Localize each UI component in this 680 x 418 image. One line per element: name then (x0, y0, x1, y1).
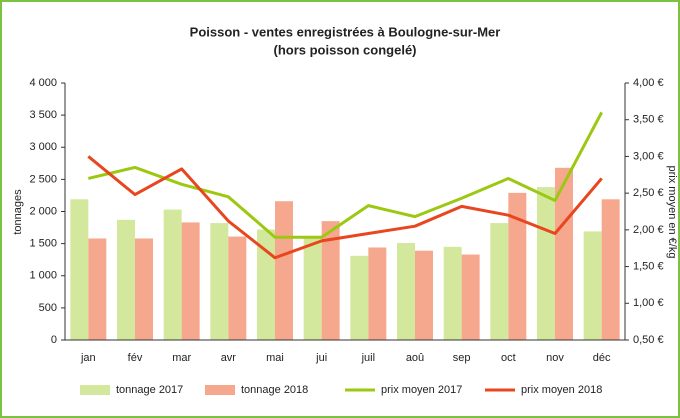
bar (181, 222, 200, 340)
x-tick-label: nov (546, 352, 564, 364)
bar (508, 192, 527, 340)
bar (415, 250, 433, 340)
bar (397, 242, 415, 340)
x-tick-label: sep (453, 352, 471, 364)
y-tick-label: 2 500 (29, 173, 57, 185)
bar (88, 238, 107, 340)
bar (163, 209, 182, 340)
chart-subtitle: (hors poisson congelé) (273, 42, 416, 57)
bar (303, 237, 322, 340)
bar (368, 247, 387, 340)
line (87, 111, 603, 239)
legend-label: prix moyen 2018 (521, 384, 602, 396)
bar (555, 167, 573, 340)
y-tick-label: 500 (39, 302, 57, 314)
legend-label: tonnage 2018 (241, 384, 308, 396)
y-tick-label: 2 000 (29, 205, 57, 217)
y-tick-label: 1 000 (29, 270, 57, 282)
line (87, 155, 603, 260)
y2-tick-label: 0,50 € (633, 334, 664, 346)
x-tick-label: aoû (406, 352, 424, 364)
x-tick-label: oct (501, 352, 516, 364)
x-tick-label: avr (221, 352, 237, 364)
bar (321, 221, 340, 340)
x-tick-label: mai (266, 352, 284, 364)
bar (583, 231, 602, 340)
y2-tick-label: 1,50 € (633, 260, 664, 272)
chart-title: Poisson - ventes enregistrées à Boulogne… (190, 24, 501, 39)
y2-tick-label: 1,00 € (633, 297, 664, 309)
bar (210, 223, 229, 340)
y2-tick-label: 2,50 € (633, 187, 664, 199)
bar (117, 219, 135, 340)
y-tick-label: 1 500 (29, 238, 57, 250)
y-tick-label: 0 (51, 334, 57, 346)
y-axis-label: tonnages (12, 189, 24, 235)
bar (275, 201, 293, 340)
x-tick-label: fév (128, 352, 143, 364)
x-tick-label: jan (80, 352, 96, 364)
x-tick-label: juil (361, 352, 375, 364)
bar (490, 223, 509, 340)
bar (461, 254, 480, 340)
bar (135, 238, 153, 340)
y2-tick-label: 3,50 € (633, 114, 664, 126)
x-tick-label: déc (593, 352, 611, 364)
legend-swatch (80, 385, 110, 395)
legend-label: prix moyen 2017 (381, 384, 462, 396)
legend-swatch (205, 385, 235, 395)
y2-axis-label: prix moyen en €/kg (666, 166, 678, 259)
bar (443, 246, 462, 340)
bar (601, 199, 620, 340)
y2-tick-label: 4,00 € (633, 77, 664, 89)
x-tick-label: mar (172, 352, 191, 364)
y-tick-label: 3 500 (29, 109, 57, 121)
y2-tick-label: 2,00 € (633, 224, 664, 236)
x-tick-label: jui (315, 352, 327, 364)
y-tick-label: 3 000 (29, 141, 57, 153)
legend-label: tonnage 2017 (116, 384, 183, 396)
y-tick-label: 4 000 (29, 77, 57, 89)
bar (350, 255, 369, 340)
y2-tick-label: 3,00 € (633, 150, 664, 162)
bar (70, 199, 89, 340)
bar (257, 229, 275, 340)
bar (537, 187, 555, 340)
bar (228, 236, 247, 340)
